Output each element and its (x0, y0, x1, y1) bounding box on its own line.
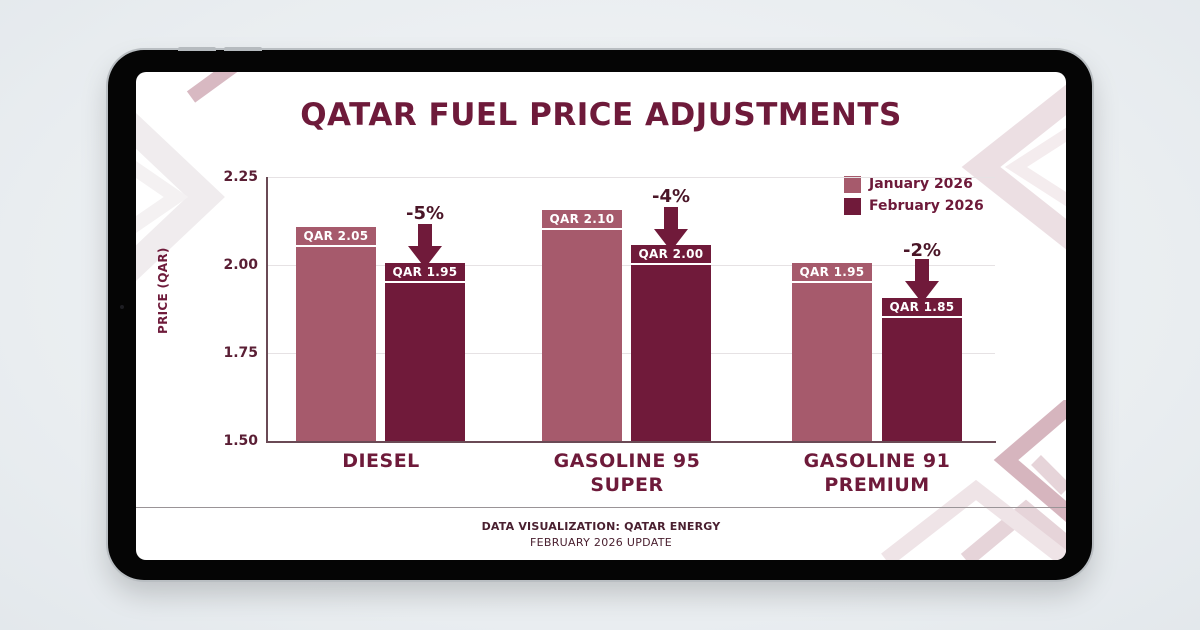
x-axis (266, 441, 996, 443)
category-label-gasoline95: GASOLINE 95 SUPER (522, 449, 732, 497)
footer-source: DATA VISUALIZATION: QATAR ENERGY (481, 520, 721, 533)
bar-diesel-february (385, 283, 465, 441)
change-annotation-gasoline95: -4% (651, 186, 691, 207)
y-tick-1-75: 1.75 (223, 345, 258, 361)
value-label-gasoline91-january: QAR 1.95 (792, 263, 872, 281)
bar-gasoline91-february (882, 318, 962, 441)
value-label-diesel-january: QAR 2.05 (296, 227, 376, 245)
y-axis (266, 177, 268, 442)
category-label-line2: SUPER (590, 474, 664, 496)
legend-label-february: February 2026 (869, 198, 984, 214)
change-annotation-diesel: -5% (405, 203, 445, 224)
value-label-gasoline91-february: QAR 1.85 (882, 298, 962, 316)
category-label-line1: GASOLINE 95 (553, 450, 701, 472)
volume-button (178, 47, 216, 51)
bar-diesel-january (296, 247, 376, 441)
bar-gasoline91-january (792, 283, 872, 441)
change-annotation-gasoline91: -2% (902, 240, 942, 261)
category-label-line1: DIESEL (342, 450, 420, 472)
category-label-line1: GASOLINE 91 (803, 450, 951, 472)
y-tick-1-50: 1.50 (223, 433, 258, 449)
legend: January 2026 February 2026 (844, 173, 984, 217)
power-button (224, 47, 262, 51)
down-arrow-icon (408, 224, 442, 268)
value-label-gasoline95-january: QAR 2.10 (542, 210, 622, 228)
category-label-gasoline91: GASOLINE 91 PREMIUM (772, 449, 982, 497)
footer-update: FEBRUARY 2026 UPDATE (530, 536, 672, 549)
legend-label-january: January 2026 (869, 176, 973, 192)
chart-title: QATAR FUEL PRICE ADJUSTMENTS (300, 97, 902, 133)
legend-swatch-february (844, 197, 861, 215)
category-label-diesel: DIESEL (286, 449, 476, 473)
bar-gasoline95-february (631, 265, 711, 441)
y-axis-label: PRICE (QAR) (156, 247, 170, 334)
legend-swatch-january (844, 175, 861, 193)
gridline (268, 177, 995, 178)
chart-screen: QATAR FUEL PRICE ADJUSTMENTS January 202… (136, 72, 1066, 560)
camera-icon (120, 305, 124, 309)
category-label-line2: PREMIUM (824, 474, 930, 496)
legend-item-february: February 2026 (844, 195, 984, 217)
legend-item-january: January 2026 (844, 173, 984, 195)
footer-divider (136, 507, 1066, 508)
y-tick-2-25: 2.25 (223, 169, 258, 185)
value-label-diesel-february: QAR 1.95 (385, 263, 465, 281)
tablet-device-frame: QATAR FUEL PRICE ADJUSTMENTS January 202… (108, 47, 1092, 580)
bar-gasoline95-january (542, 230, 622, 441)
down-arrow-icon (654, 207, 688, 251)
y-tick-2-00: 2.00 (223, 257, 258, 273)
value-label-gasoline95-february: QAR 2.00 (631, 245, 711, 263)
down-arrow-icon (905, 259, 939, 303)
